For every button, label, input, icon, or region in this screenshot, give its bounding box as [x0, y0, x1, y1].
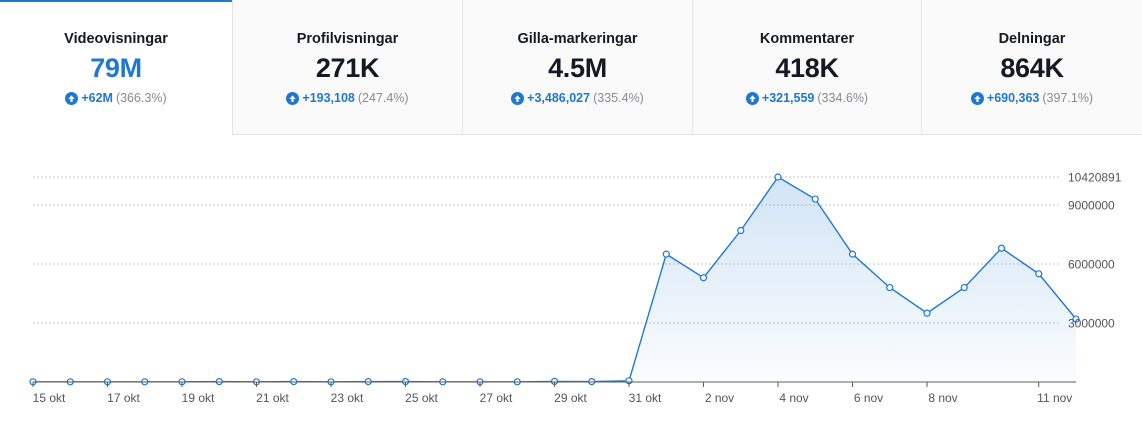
x-tick-label: 21 okt: [256, 391, 289, 405]
x-tick-label: 6 nov: [854, 391, 883, 405]
x-tick-label: 27 okt: [480, 391, 513, 405]
delta-change: +690,363: [986, 91, 1040, 105]
y-tick-label: 9000000: [1068, 198, 1115, 212]
x-tick-label: 19 okt: [182, 391, 215, 405]
data-point: [811, 195, 819, 203]
tab-value: 864K: [1000, 53, 1064, 83]
delta-percent: (247.4%): [357, 91, 409, 105]
arrow-up-icon: [970, 91, 984, 105]
delta-change: +321,559: [761, 91, 815, 105]
arrow-up-icon: [286, 91, 300, 105]
data-point: [699, 274, 708, 282]
data-point: [1035, 270, 1043, 278]
data-point: [886, 283, 894, 292]
tab-value: 418K: [775, 53, 839, 83]
x-tick-label: 23 okt: [331, 391, 364, 405]
tab-profilvisningar[interactable]: Profilvisningar 271K +193,108 (247.4%): [232, 0, 462, 135]
delta-percent: (335.4%): [593, 91, 644, 105]
delta-change: +3,486,027: [527, 91, 591, 105]
data-point: [737, 226, 745, 235]
tab-value: 79M: [90, 53, 142, 83]
tab-delta: +3,486,027 (335.4%): [463, 91, 692, 105]
data-point: [960, 283, 968, 292]
tab-kommentarer[interactable]: Kommentarer 418K +321,559 (334.6%): [692, 0, 921, 135]
tab-delta: +690,363 (397.1%): [922, 91, 1142, 105]
y-tick-label: 6000000: [1068, 257, 1115, 271]
y-axis-labels: 3000000 6000000 9000000 10420891: [1068, 171, 1122, 331]
tab-label: Profilvisningar: [296, 31, 399, 47]
arrow-up-icon: [745, 91, 759, 105]
tab-value: 4.5M: [548, 53, 607, 83]
x-tick-label: 15 okt: [33, 391, 66, 405]
x-tick-label: 17 okt: [107, 391, 140, 405]
delta-change: +62M: [81, 91, 113, 105]
tab-label: Kommentarer: [759, 31, 855, 47]
y-tick-label: 3000000: [1068, 316, 1115, 330]
arrow-up-icon: [65, 91, 79, 105]
video-views-chart: 15 okt 17 okt 19 okt 21 okt 23 okt 25 okt 27 o…: [29, 171, 1122, 405]
data-point: [997, 244, 1006, 252]
tab-delta: +62M (366.3%): [0, 91, 232, 105]
data-point: [848, 250, 857, 258]
series-area: [33, 177, 1076, 382]
x-tick-label: 4 nov: [779, 391, 808, 405]
grid-lines: [33, 176, 1060, 324]
x-tick-label: 25 okt: [405, 391, 438, 405]
data-point: [774, 173, 782, 181]
tab-videovisningar[interactable]: Videovisningar 79M +62M (366.3%): [0, 0, 232, 135]
x-axis-ticks: 15 okt 17 okt 19 okt 21 okt 23 okt 25 okt 27 o…: [32, 382, 1072, 405]
metric-tabs: Videovisningar 79M +62M (366.3%) Profilv…: [0, 0, 1142, 135]
x-tick-label: 8 nov: [928, 391, 957, 405]
tab-delta: +321,559 (334.6%): [693, 91, 921, 105]
arrow-up-icon: [511, 91, 525, 105]
delta-percent: (366.3%): [115, 91, 167, 105]
delta-percent: (334.6%): [817, 91, 869, 105]
data-point: [1072, 315, 1080, 323]
tab-gilla-markeringar[interactable]: Gilla-markeringar 4.5M +3,486,027 (335.4…: [462, 0, 692, 135]
x-tick-label: 11 nov: [1037, 391, 1072, 405]
tab-value: 271K: [315, 53, 380, 83]
y-tick-label: 10420891: [1068, 171, 1122, 185]
delta-change: +193,108: [302, 91, 355, 105]
x-tick-label: 31 okt: [629, 391, 662, 405]
x-tick-label: 2 nov: [705, 391, 734, 405]
delta-percent: (397.1%): [1042, 91, 1094, 105]
tab-label: Videovisningar: [64, 31, 168, 47]
data-point: [923, 309, 931, 317]
x-tick-label: 29 okt: [554, 391, 587, 405]
tab-delningar[interactable]: Delningar 864K +690,363 (397.1%): [921, 0, 1142, 135]
tab-label: Delningar: [998, 31, 1066, 47]
data-point: [662, 250, 670, 258]
tab-label: Gilla-markeringar: [517, 31, 638, 47]
tab-delta: +193,108 (247.4%): [233, 91, 462, 105]
